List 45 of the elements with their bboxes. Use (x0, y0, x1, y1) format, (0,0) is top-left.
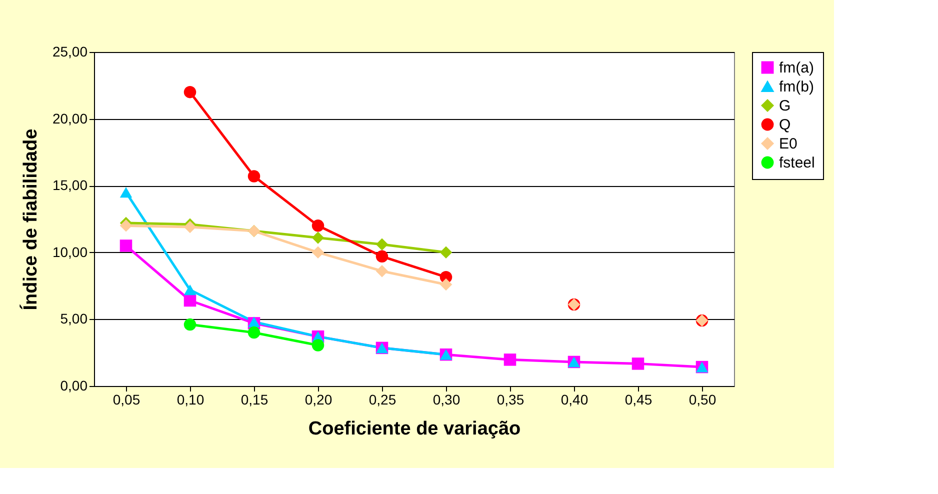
legend-label: G (779, 98, 791, 114)
y-tick-label: 15,00 (52, 177, 88, 194)
point (312, 246, 324, 259)
point (120, 220, 132, 232)
point (312, 232, 324, 244)
legend-label: Q (779, 116, 791, 134)
point (376, 264, 388, 278)
y-axis-title: Índice de fiabilidade (19, 128, 42, 310)
x-axis-title: Coeficiente de variação (308, 418, 521, 440)
x-tick-label: 0,35 (496, 392, 524, 408)
legend-label: fm(a) (779, 60, 814, 76)
y-tick-label: 5,00 (60, 310, 88, 327)
x-tick-label: 0,50 (688, 392, 716, 408)
legend-label: E0 (779, 136, 798, 152)
point (632, 358, 644, 370)
x-tick-label: 0,05 (112, 392, 140, 408)
x-tick-label: 0,25 (368, 392, 396, 408)
point (184, 284, 196, 296)
y-tick-label: 0,00 (60, 378, 88, 394)
point (440, 246, 452, 259)
point (312, 339, 324, 352)
y-tick-label: 20,00 (52, 110, 88, 126)
point (376, 250, 388, 263)
point (120, 186, 132, 198)
y-tick-label: 25,00 (52, 44, 88, 60)
point (248, 170, 260, 182)
legend-label: fsteel (779, 154, 815, 172)
legend-label: fm(b) (779, 78, 814, 96)
x-tick-label: 0,30 (432, 392, 460, 408)
y-tick-label: 10,00 (52, 244, 88, 260)
x-tick-label: 0,40 (560, 392, 588, 408)
point (248, 326, 260, 339)
point (184, 220, 196, 234)
point (504, 354, 516, 366)
point (440, 278, 452, 291)
point (120, 240, 132, 252)
point (184, 318, 196, 331)
point (376, 238, 388, 251)
x-tick-label: 0,15 (240, 392, 268, 408)
x-tick-label: 0,20 (304, 392, 332, 408)
point (184, 294, 196, 307)
x-tick-label: 0,45 (624, 392, 652, 408)
point (184, 86, 196, 98)
point (312, 220, 324, 232)
x-tick-label: 0,10 (176, 392, 204, 408)
